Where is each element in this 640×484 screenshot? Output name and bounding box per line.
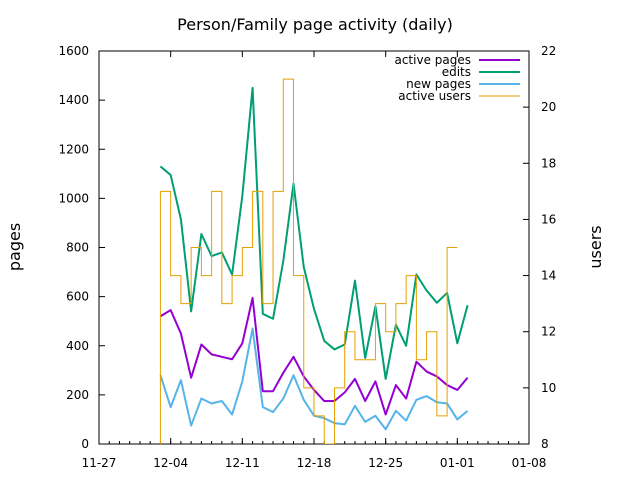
series-line-active-users xyxy=(160,79,457,474)
y-tick-label: 1600 xyxy=(58,44,89,58)
y-axis-label: pages xyxy=(5,223,24,271)
x-tick-label: 12-04 xyxy=(153,456,188,470)
y-tick-label: 0 xyxy=(81,437,89,451)
y2-tick-label: 16 xyxy=(541,212,556,226)
y2-tick-label: 22 xyxy=(541,44,556,58)
y2-tick-label: 18 xyxy=(541,156,556,170)
legend-label-active-users: active users xyxy=(398,89,471,103)
y-tick-label: 1000 xyxy=(58,191,89,205)
y2-tick-label: 20 xyxy=(541,100,556,114)
y-tick-label: 600 xyxy=(66,290,89,304)
y2-axis-label: users xyxy=(586,225,605,268)
y-tick-label: 200 xyxy=(66,388,89,402)
x-tick-label: 01-01 xyxy=(440,456,475,470)
plot-area xyxy=(160,79,467,474)
x-tick-label: 01-08 xyxy=(512,456,547,470)
y-tick-label: 1400 xyxy=(58,93,89,107)
x-tick-label: 12-25 xyxy=(368,456,403,470)
y2-tick-label: 12 xyxy=(541,325,556,339)
y2-tick-label: 14 xyxy=(541,269,556,283)
y2-tick-label: 10 xyxy=(541,381,556,395)
y-tick-label: 1200 xyxy=(58,142,89,156)
chart-title: Person/Family page activity (daily) xyxy=(177,15,453,34)
x-tick-label: 12-11 xyxy=(225,456,260,470)
x-tick-label: 12-18 xyxy=(297,456,332,470)
series-line-edits xyxy=(160,88,467,379)
y-tick-label: 400 xyxy=(66,339,89,353)
y2-tick-label: 8 xyxy=(541,437,549,451)
x-tick-label: 11-27 xyxy=(82,456,117,470)
y-tick-label: 800 xyxy=(66,241,89,255)
series-group xyxy=(160,79,467,474)
